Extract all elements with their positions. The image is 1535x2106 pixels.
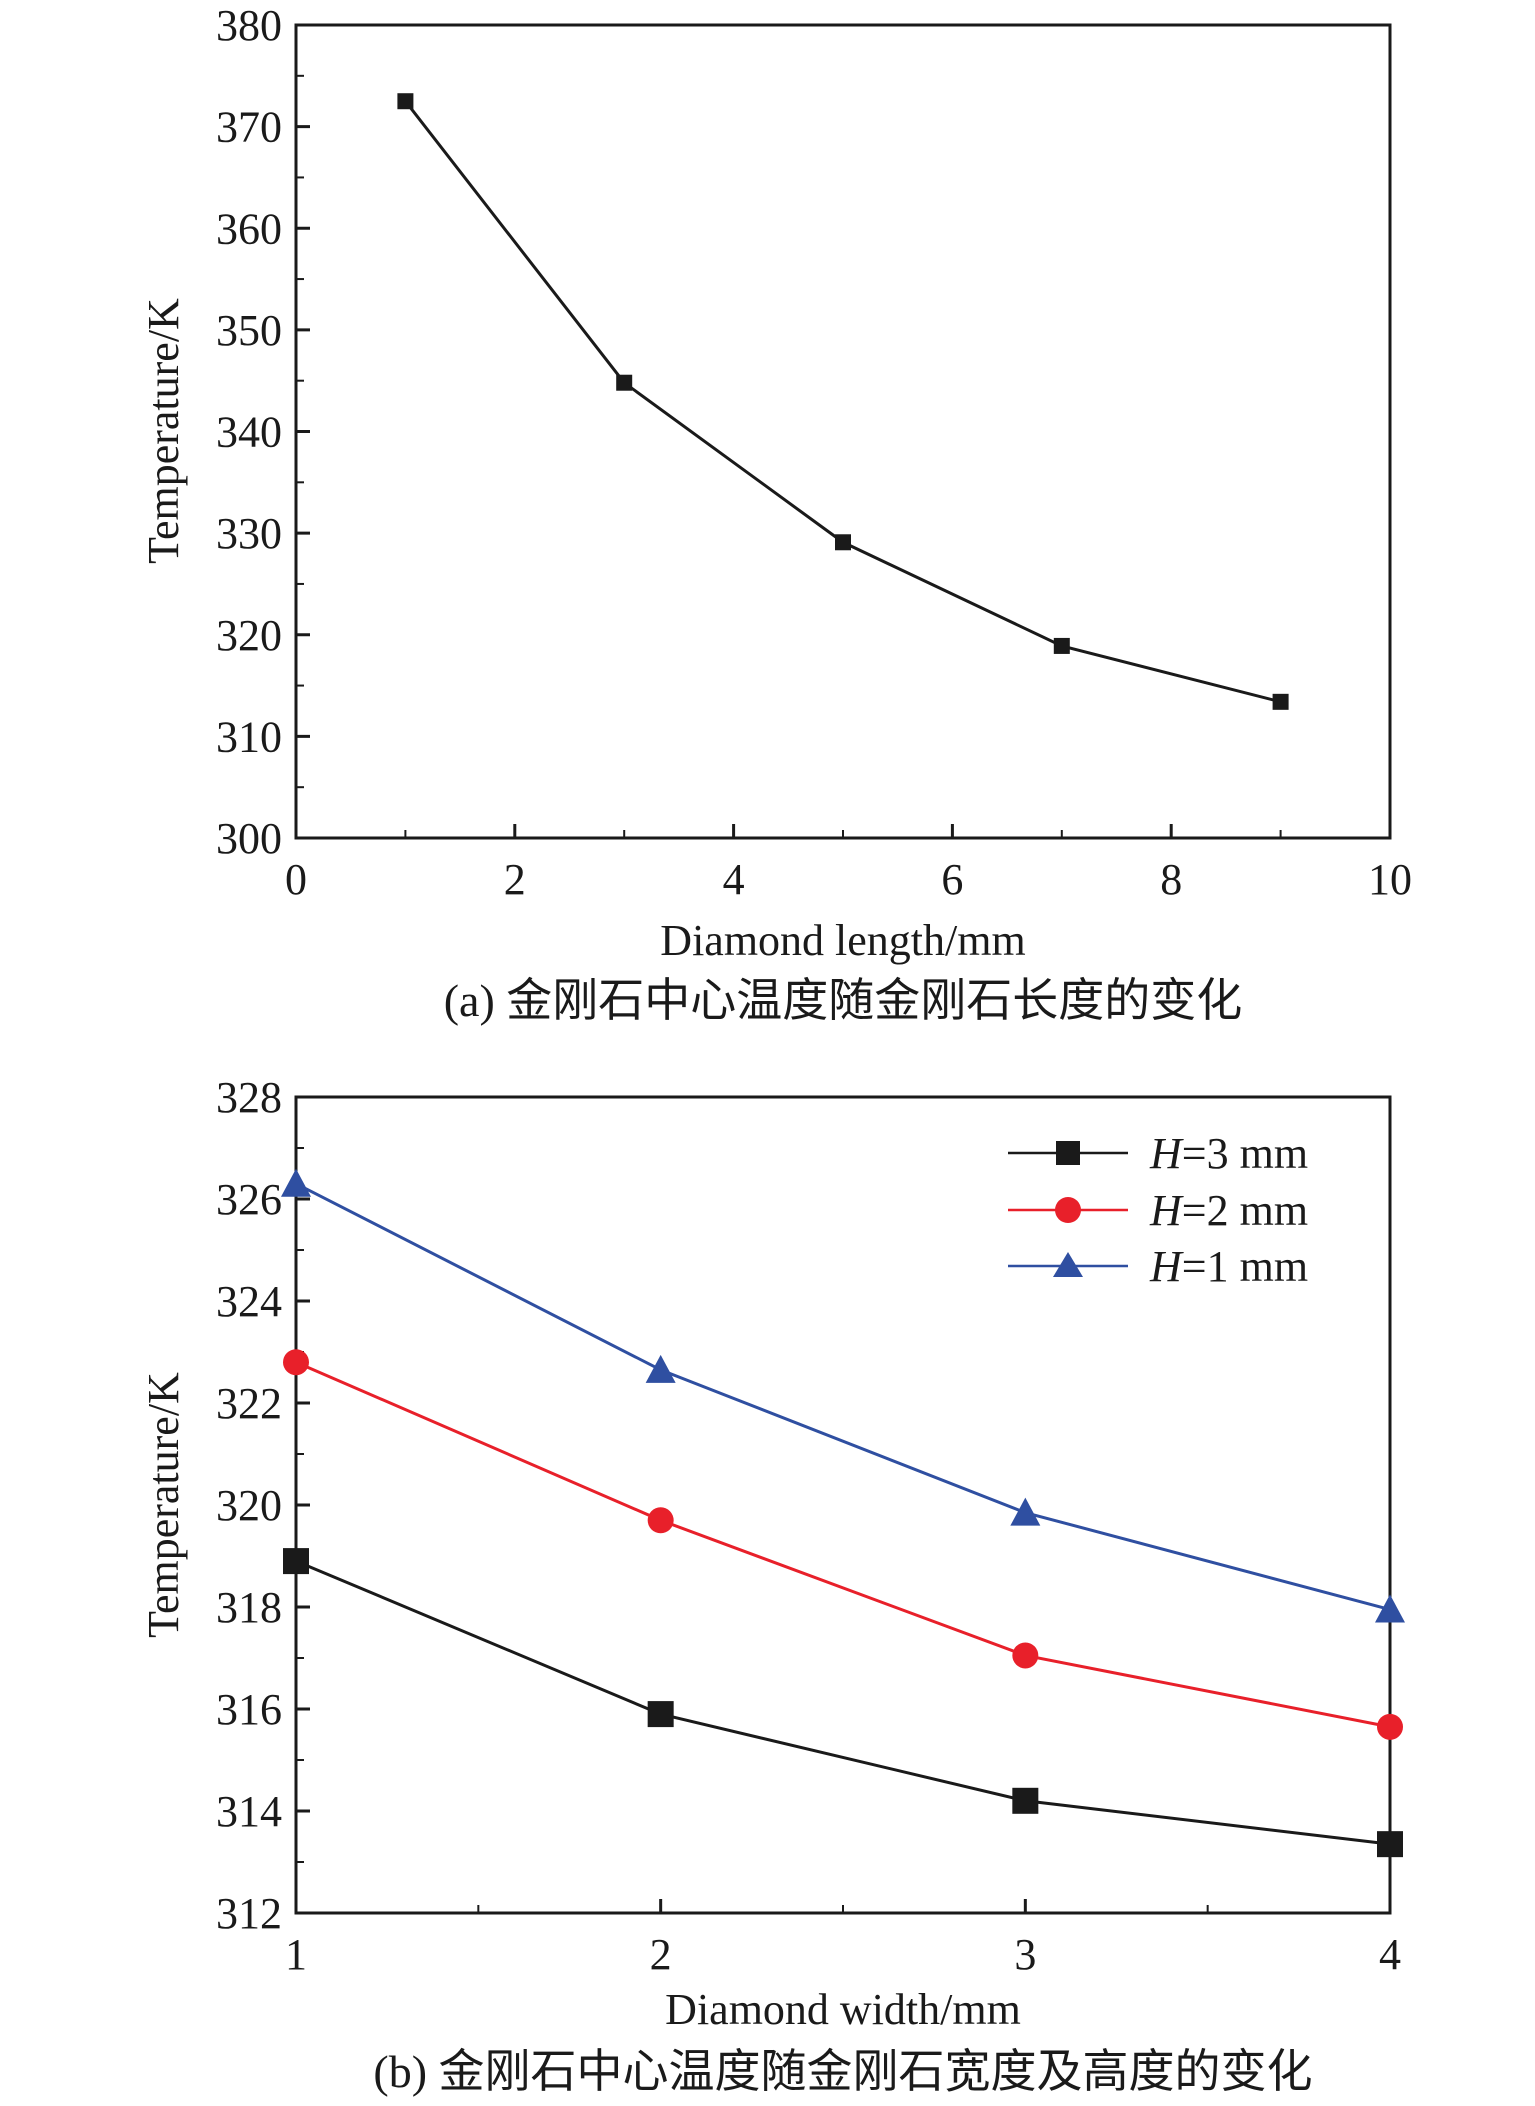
- chart-b-point-s1-0: [283, 1349, 309, 1376]
- chart-b-legend: H=3 mm H=2 mm H=1 mm: [1008, 1129, 1308, 1291]
- chart-b-point-s2-2: [1010, 1497, 1041, 1526]
- chart-a-point-s0-0: [397, 93, 414, 110]
- chart-b: 1 2 3 4 312 314 316 318 320 322 324 326 328 H=3 mm …: [139, 1073, 1405, 2097]
- chart-a-y-tick-label: 300: [216, 814, 282, 863]
- legend-entry-h1: H=1 mm: [1008, 1242, 1308, 1291]
- chart-b-point-s1-3: [1377, 1713, 1403, 1740]
- chart-b-series-line-2: [295, 1182, 1391, 1611]
- legend-label-h1: H=1 mm: [1149, 1242, 1308, 1291]
- legend-entry-h3: H=3 mm: [1008, 1129, 1308, 1178]
- chart-b-x-tick-label: 4: [1379, 1930, 1401, 1979]
- chart-b-point-s2-0: [281, 1168, 311, 1197]
- chart-b-series-line-1: [295, 1360, 1391, 1729]
- legend-label-h2: H=2 mm: [1149, 1186, 1308, 1235]
- legend-marker-h2: [1055, 1197, 1081, 1223]
- chart-a-caption: (a) 金刚石中心温度随金刚石长度的变化: [444, 975, 1243, 1026]
- chart-a-y-tick-label: 340: [216, 408, 282, 457]
- chart-a-x-tick-labels: 0 2 4 6 8 10: [285, 855, 1412, 904]
- legend-label-h3: H=3 mm: [1149, 1129, 1308, 1178]
- chart-a-point-s0-2: [835, 534, 851, 551]
- chart-b-x-tick-label: 2: [650, 1930, 672, 1979]
- chart-b-series: [281, 1168, 1405, 1858]
- chart-b-series-line-0: [295, 1559, 1391, 1846]
- chart-a-series: [397, 93, 1289, 710]
- chart-a-point-s0-4: [1272, 693, 1289, 710]
- chart-b-point-s0-3: [1377, 1831, 1403, 1858]
- chart-a-x-axis-label: Diamond length/mm: [660, 916, 1025, 965]
- chart-b-point-s2-3: [1375, 1594, 1405, 1623]
- chart-b-x-tick-labels: 1 2 3 4: [285, 1930, 1401, 1979]
- chart-a-y-tick-label: 350: [216, 306, 282, 355]
- chart-b-point-s1-1: [647, 1507, 674, 1534]
- chart-b-point-s0-1: [647, 1701, 674, 1728]
- chart-a-y-axis-label: Temperature/K: [139, 298, 188, 564]
- chart-a-y-tick-label: 370: [216, 103, 282, 152]
- chart-b-y-tick-label: 318: [216, 1583, 282, 1632]
- chart-b-y-tick-label: 322: [216, 1379, 282, 1428]
- chart-a-y-tick-label: 380: [216, 1, 282, 50]
- chart-b-x-tick-label: 1: [285, 1930, 307, 1979]
- chart-a-plot-frame: [294, 23, 1392, 840]
- chart-a-y-tick-labels: 300 310 320 330 340 350 360 370 380: [216, 1, 282, 863]
- chart-b-x-axis-label: Diamond width/mm: [665, 1985, 1021, 2034]
- chart-b-point-s0-2: [1012, 1787, 1039, 1814]
- chart-b-y-tick-label: 328: [216, 1073, 282, 1122]
- chart-b-point-s1-2: [1012, 1642, 1039, 1669]
- chart-b-y-tick-label: 320: [216, 1481, 282, 1530]
- chart-a-x-tick-label: 2: [504, 855, 526, 904]
- chart-a-series-line-0: [404, 100, 1281, 704]
- chart-b-y-tick-label: 326: [216, 1175, 282, 1224]
- chart-a-x-tick-label: 0: [285, 855, 307, 904]
- chart-a: 0 2 4 6 8 10 300 310 320 330 340 350 360 370 380 Diam…: [139, 1, 1412, 1026]
- chart-b-y-tick-label: 316: [216, 1685, 282, 1734]
- chart-a-y-tick-label: 330: [216, 509, 282, 558]
- chart-a-y-tick-label: 320: [216, 611, 282, 660]
- chart-a-x-tick-label: 4: [723, 855, 745, 904]
- chart-a-x-tick-label: 10: [1368, 855, 1412, 904]
- chart-b-y-tick-label: 324: [216, 1277, 282, 1326]
- chart-b-caption: (b) 金刚石中心温度随金刚石宽度及高度的变化: [373, 2046, 1312, 2097]
- chart-b-y-tick-labels: 312 314 316 318 320 322 324 326 328: [216, 1073, 282, 1938]
- legend-entry-h2: H=2 mm: [1008, 1186, 1308, 1235]
- legend-marker-h1: [1053, 1252, 1083, 1277]
- chart-b-y-axis-label: Temperature/K: [139, 1372, 188, 1638]
- chart-a-point-s0-1: [616, 374, 633, 391]
- chart-b-point-s0-0: [283, 1548, 309, 1575]
- chart-a-point-s0-3: [1053, 637, 1070, 654]
- chart-a-y-tick-label: 360: [216, 204, 282, 253]
- chart-a-x-tick-label: 8: [1160, 855, 1182, 904]
- chart-b-x-tick-label: 3: [1014, 1930, 1036, 1979]
- chart-a-y-tick-label: 310: [216, 712, 282, 761]
- chart-a-x-tick-label: 6: [941, 855, 963, 904]
- chart-a-ticks: [294, 23, 1392, 840]
- chart-b-y-tick-label: 312: [216, 1889, 282, 1938]
- chart-b-point-s2-1: [645, 1354, 676, 1383]
- legend-marker-h3: [1056, 1141, 1080, 1165]
- chart-b-y-tick-label: 314: [216, 1787, 282, 1836]
